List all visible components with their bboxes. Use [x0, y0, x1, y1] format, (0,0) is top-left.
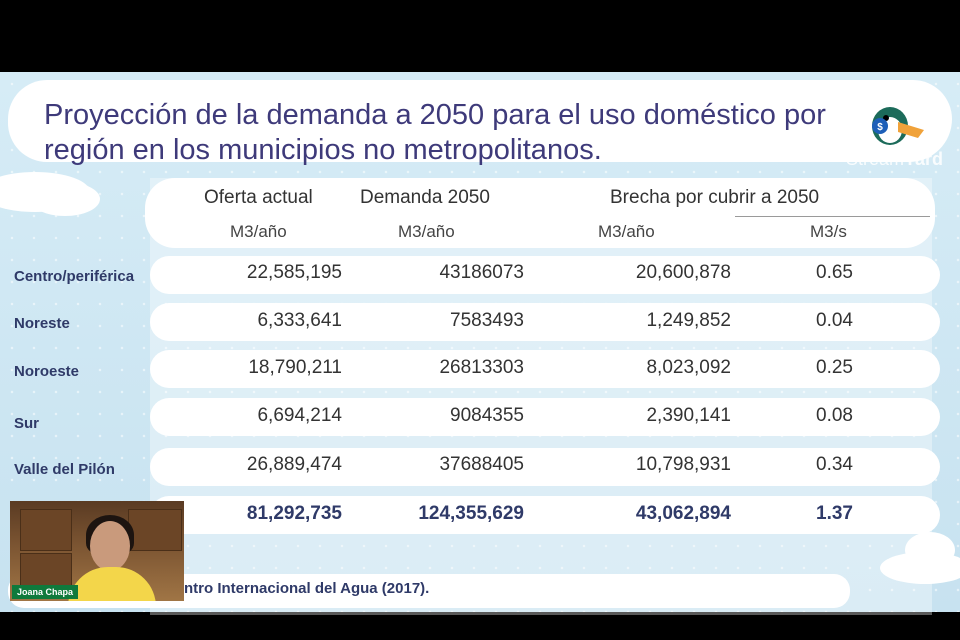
table-row [150, 256, 940, 294]
cell-oferta: 6,694,214 [257, 405, 342, 426]
title-line-1: Proyección de la demanda a 2050 para el … [44, 99, 826, 131]
total-ms: 1.37 [816, 503, 853, 524]
brand-part-2: Yard [904, 149, 944, 169]
unit-demanda: M3/año [398, 222, 455, 241]
region-label: Centro/periférica [14, 268, 135, 285]
region-label: Sur [14, 415, 40, 432]
table-row-total [150, 496, 940, 534]
svg-text:$: $ [877, 122, 883, 133]
watermark-brand: StreamYard [846, 149, 943, 170]
cell-demanda: 9084355 [450, 405, 524, 426]
cell-demanda: 26813303 [439, 357, 524, 378]
person-face [90, 521, 130, 571]
title-line-2: región en los municipios no metropolitan… [44, 134, 602, 166]
table-header [145, 178, 935, 248]
region-label: Valle del Pilón [14, 461, 115, 478]
watermark-produced-by: Producido con [852, 83, 916, 94]
unit-oferta: M3/año [230, 222, 287, 241]
source-citation: ntro Internacional del Agua (2017). [184, 580, 430, 597]
webcam-feed [10, 501, 184, 601]
cell-demanda: 7583493 [450, 310, 524, 331]
table-row [150, 303, 940, 341]
person-body [68, 567, 156, 601]
header-divider [735, 216, 930, 217]
cell-oferta: 6,333,641 [257, 310, 342, 331]
total-oferta: 81,292,735 [246, 503, 342, 524]
cabinet-decoration [128, 509, 182, 551]
cell-ms: 0.04 [816, 310, 853, 331]
cell-ms: 0.08 [816, 405, 853, 426]
cell-brecha: 2,390,141 [646, 405, 731, 426]
cell-brecha: 8,023,092 [646, 357, 731, 378]
cell-demanda: 37688405 [439, 454, 524, 475]
total-demanda: 124,355,629 [418, 503, 524, 524]
cell-oferta: 18,790,211 [248, 357, 342, 378]
cell-brecha: 1,249,852 [646, 310, 731, 331]
header-brecha: Brecha por cubrir a 2050 [610, 187, 820, 208]
streamyard-duck-icon: $ [872, 107, 924, 145]
cell-ms: 0.34 [816, 454, 853, 475]
header-oferta: Oferta actual [204, 187, 313, 208]
slide-title: Proyección de la demanda a 2050 para el … [44, 98, 924, 168]
table-row [150, 350, 940, 388]
cloud-decoration [30, 182, 100, 216]
unit-brecha-anual: M3/año [598, 222, 655, 241]
unit-brecha-seg: M3/s [810, 222, 847, 241]
region-label: Noreste [14, 315, 70, 332]
table-background [150, 178, 932, 615]
region-label: Noroeste [14, 363, 80, 380]
cabinet-decoration [20, 509, 72, 551]
title-banner: Proyección de la demanda a 2050 para el … [8, 80, 952, 166]
header-demanda: Demanda 2050 [360, 187, 490, 208]
cell-oferta: 26,889,474 [246, 454, 342, 475]
cell-ms: 0.25 [816, 357, 853, 378]
participant-name-tag: Joana Chapa [12, 585, 79, 599]
total-brecha: 43,062,894 [635, 503, 731, 524]
cell-ms: 0.65 [816, 262, 853, 283]
cloud-decoration [905, 532, 955, 568]
cell-demanda: 43186073 [439, 262, 524, 283]
cell-brecha: 10,798,931 [635, 454, 731, 475]
cell-brecha: 20,600,878 [635, 262, 731, 283]
table-row [150, 398, 940, 436]
table-row [150, 448, 940, 486]
brand-part-1: Stream [846, 149, 905, 169]
cell-oferta: 22,585,195 [246, 262, 342, 283]
